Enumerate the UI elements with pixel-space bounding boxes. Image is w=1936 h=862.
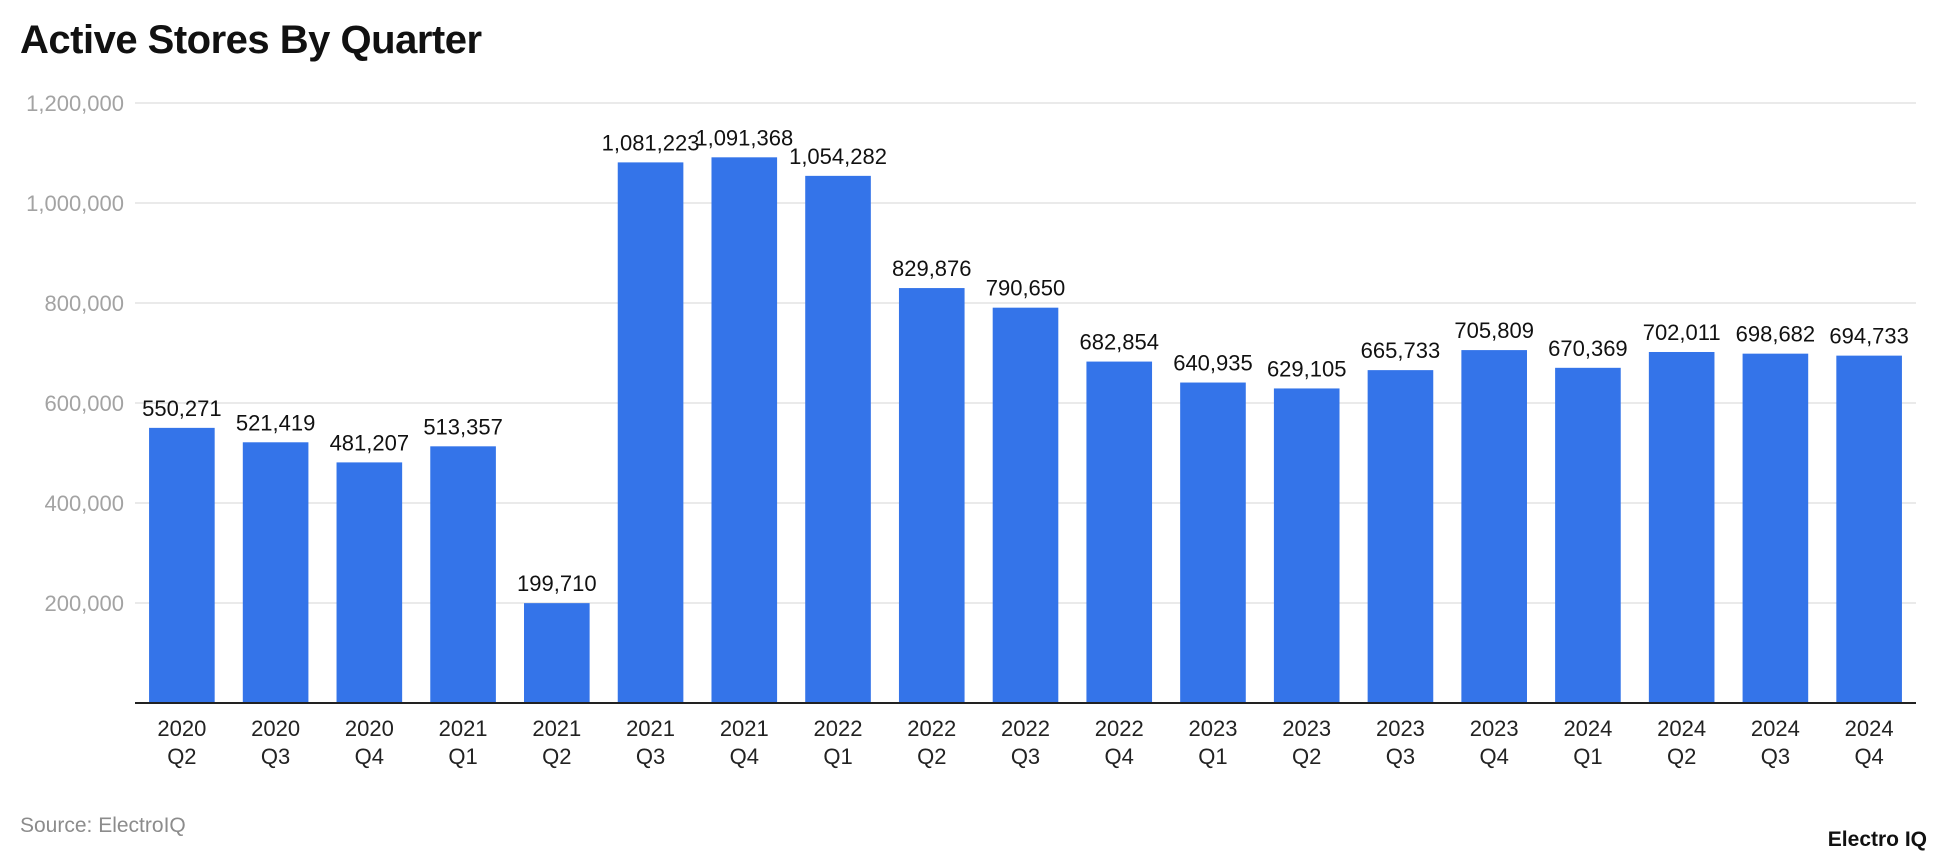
x-tick-label-quarter: Q3 (636, 744, 665, 769)
data-label: 640,935 (1173, 351, 1253, 376)
data-label: 665,733 (1361, 338, 1441, 363)
bar (1461, 350, 1527, 703)
x-tick-label-quarter: Q4 (1105, 744, 1134, 769)
source-note: Source: ElectroIQ (20, 814, 186, 837)
data-label: 521,419 (236, 410, 316, 435)
bar (1180, 382, 1246, 703)
bar (242, 442, 309, 703)
x-tick-label-quarter: Q3 (261, 744, 290, 769)
x-tick-label-quarter: Q2 (1292, 744, 1321, 769)
data-label: 1,081,223 (602, 130, 700, 155)
y-tick-label: 800,000 (44, 291, 124, 316)
x-tick-label-year: 2022 (1001, 716, 1050, 741)
x-tick-label-quarter: Q4 (1854, 744, 1883, 769)
bar (430, 446, 496, 703)
x-tick-label-year: 2021 (532, 716, 581, 741)
data-label: 550,271 (142, 396, 222, 421)
x-tick-label-quarter: Q3 (1011, 744, 1040, 769)
x-tick-label-year: 2020 (345, 716, 394, 741)
bar (1555, 367, 1621, 703)
x-tick-label-quarter: Q4 (730, 744, 759, 769)
bar (1836, 355, 1902, 703)
x-tick-label-quarter: Q4 (355, 744, 384, 769)
bars (149, 157, 1902, 704)
x-tick-label-year: 2022 (907, 716, 956, 741)
bar (1367, 370, 1434, 703)
data-label: 629,105 (1267, 356, 1347, 381)
data-label: 1,091,368 (695, 125, 793, 150)
x-tick-label-year: 2021 (439, 716, 488, 741)
x-tick-label-quarter: Q1 (1198, 744, 1227, 769)
data-label: 702,011 (1643, 320, 1721, 345)
x-tick-label-year: 2022 (1095, 716, 1144, 741)
chart-title: Active Stores By Quarter (20, 18, 482, 62)
x-tick-label-year: 2023 (1470, 716, 1519, 741)
x-tick-label-quarter: Q2 (167, 744, 196, 769)
bar (1086, 361, 1153, 703)
data-label: 513,357 (423, 414, 503, 439)
data-label: 698,682 (1736, 322, 1816, 347)
data-label: 682,854 (1079, 330, 1159, 355)
x-tick-label-year: 2021 (720, 716, 769, 741)
bar (336, 462, 403, 703)
x-tick-label-year: 2024 (1657, 716, 1706, 741)
x-tick-label-year: 2021 (626, 716, 675, 741)
bar (898, 288, 965, 703)
bar (711, 157, 778, 704)
y-tick-label: 600,000 (44, 391, 124, 416)
x-tick-label-year: 2024 (1845, 716, 1894, 741)
data-label: 199,710 (517, 571, 597, 596)
bar (992, 307, 1059, 703)
bar (805, 175, 871, 703)
data-label: 790,650 (986, 276, 1066, 301)
data-label: 481,207 (330, 430, 410, 455)
x-tick-label-year: 2023 (1282, 716, 1331, 741)
brand-logo-text: Electro IQ (1827, 828, 1927, 851)
x-tick-label-quarter: Q1 (823, 744, 852, 769)
y-tick-label: 400,000 (44, 491, 124, 516)
data-labels: 550,271 521,419 481,207 513,357 199,710 1,081… (142, 125, 1909, 596)
y-axis-ticks: 200,000 400,000 600,000 800,000 1,000,000 1,2… (26, 91, 124, 616)
data-label: 1,054,282 (789, 144, 887, 169)
bar (617, 162, 684, 704)
bar (1273, 388, 1340, 703)
bar (1648, 351, 1715, 703)
x-tick-label-year: 2022 (814, 716, 863, 741)
bar (1742, 353, 1809, 703)
x-tick-label-year: 2023 (1188, 716, 1237, 741)
x-tick-label-quarter: Q2 (917, 744, 946, 769)
x-tick-label-year: 2024 (1751, 716, 1800, 741)
x-tick-label-year: 2020 (251, 716, 300, 741)
data-label: 829,876 (892, 256, 972, 281)
x-tick-label-quarter: Q3 (1761, 744, 1790, 769)
y-tick-label: 1,200,000 (26, 91, 124, 116)
x-tick-label-quarter: Q1 (448, 744, 477, 769)
x-tick-label-quarter: Q3 (1386, 744, 1415, 769)
x-tick-label-quarter: Q2 (542, 744, 571, 769)
data-label: 670,369 (1548, 336, 1628, 361)
x-tick-label-year: 2024 (1563, 716, 1612, 741)
x-tick-label-quarter: Q2 (1667, 744, 1696, 769)
bar (524, 603, 590, 703)
data-label: 705,809 (1454, 318, 1534, 343)
x-tick-label-quarter: Q4 (1480, 744, 1509, 769)
x-tick-label-year: 2020 (157, 716, 206, 741)
y-tick-label: 1,000,000 (26, 191, 124, 216)
x-tick-label-year: 2023 (1376, 716, 1425, 741)
x-axis-ticks: 2020 Q2 2020 Q3 2020 Q4 2021 Q1 2021 Q2 2021 Q3 2021… (157, 716, 1893, 769)
x-tick-label-quarter: Q1 (1573, 744, 1602, 769)
y-tick-label: 200,000 (44, 591, 124, 616)
bar (149, 427, 215, 703)
data-label: 694,733 (1829, 324, 1909, 349)
